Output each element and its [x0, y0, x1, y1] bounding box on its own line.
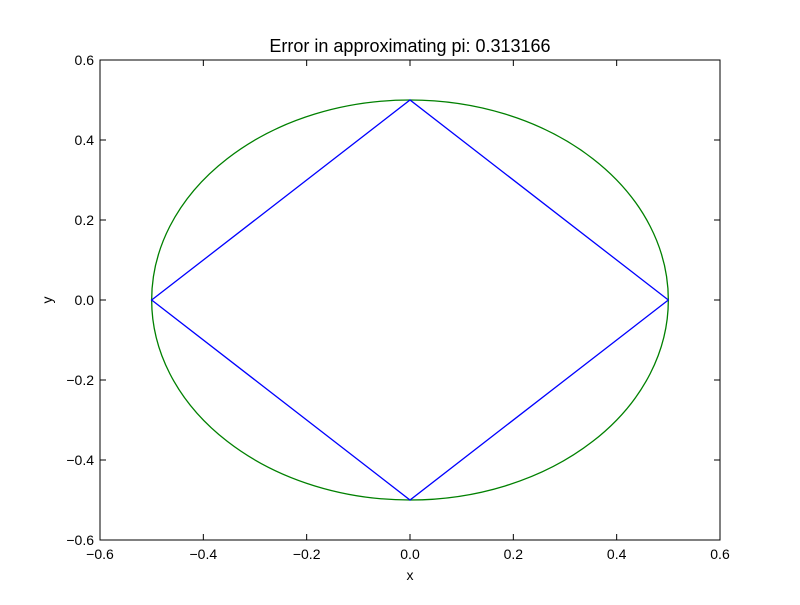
y-axis-label: y	[39, 297, 55, 304]
y-axis: −0.6 −0.4 −0.2 0.0 0.2 0.4 0.6	[66, 52, 720, 548]
x-tick-label: 0.2	[504, 546, 524, 562]
x-tick-label: −0.2	[293, 546, 321, 562]
x-tick-label: 0.6	[710, 546, 730, 562]
circle-series-line	[151, 99, 669, 501]
y-tick-label: 0.6	[75, 52, 95, 68]
x-tick-label: 0.4	[607, 546, 627, 562]
polygon-series-line	[150, 99, 669, 501]
plot-frame	[99, 59, 721, 541]
plot-area	[150, 99, 669, 501]
y-tick-label: 0.2	[75, 212, 95, 228]
y-tick-label: −0.6	[66, 532, 94, 548]
x-axis-label: x	[407, 567, 414, 583]
x-axis: −0.6 −0.4 −0.2 0.0 0.2 0.4 0.6	[86, 60, 730, 562]
x-tick-label: −0.4	[190, 546, 218, 562]
y-tick-label: −0.4	[66, 452, 94, 468]
chart-title: Error in approximating pi: 0.313166	[269, 36, 550, 56]
x-tick-label: −0.6	[86, 546, 114, 562]
y-tick-label: 0.4	[75, 132, 95, 148]
y-tick-label: −0.2	[66, 372, 94, 388]
y-tick-label: 0.0	[75, 292, 95, 308]
x-tick-label: 0.0	[400, 546, 420, 562]
